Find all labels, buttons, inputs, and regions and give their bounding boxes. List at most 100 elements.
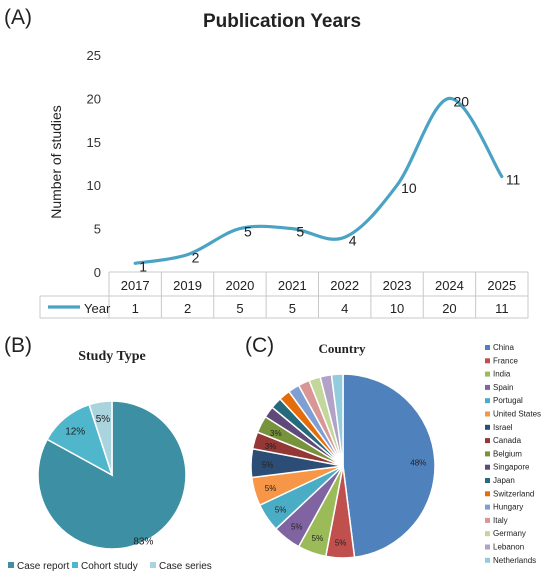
legend-swatch (485, 544, 490, 550)
legend-swatch (485, 531, 490, 537)
legend: Case report Cohort study Case series (8, 561, 212, 572)
slice-label: 5% (96, 414, 111, 425)
publication-years-chart: Publication Years Number of studies 0510… (39, 11, 529, 319)
x-tick-label: 2023 (383, 278, 412, 293)
data-table: 2017 1 2019 2 2020 5 2021 5 2022 4 2023 10 2024 20 202… (39, 271, 529, 319)
x-tick-label: 2020 (225, 278, 254, 293)
y-tick-label: 25 (87, 48, 101, 63)
legend-label: Israel (493, 423, 513, 432)
legend-swatch (72, 562, 78, 568)
legend-swatch (485, 451, 490, 457)
table-cell-value: 4 (341, 301, 348, 316)
table-cell-value: 11 (495, 301, 509, 316)
panel-label-c: (C) (245, 334, 275, 357)
slice-label: 3% (270, 429, 282, 438)
pie-slice-china (342, 373, 436, 559)
y-tick-label: 15 (87, 135, 101, 150)
slice-label: 5% (275, 505, 287, 514)
legend-label: Case series (159, 561, 212, 572)
legend-label: Case report (17, 561, 69, 572)
pie-slices (37, 400, 187, 550)
legend-swatch (485, 411, 490, 417)
data-label: 5 (296, 224, 304, 240)
chart-title: Study Type (78, 349, 146, 364)
y-tick-labels: 0 5 10 15 20 25 (87, 48, 101, 280)
legend-swatch (485, 384, 490, 390)
x-tick-label: 2025 (487, 278, 516, 293)
legend-label: Portugal (493, 396, 523, 405)
slice-label: 12% (65, 427, 85, 438)
chart-title: Country (319, 341, 366, 356)
data-label: 20 (453, 93, 469, 109)
table-cell-value: 1 (132, 301, 139, 316)
legend-label: Singapore (493, 463, 530, 472)
legend-label: Hungary (493, 503, 523, 512)
data-labels: 1 2 5 5 4 10 20 11 (139, 93, 520, 274)
legend-swatch (485, 424, 490, 430)
legend-swatch (485, 557, 490, 563)
slice-label: 5% (291, 523, 303, 532)
slice-labels: 83% 12% 5% (65, 414, 153, 548)
legend-label: United States (493, 410, 541, 419)
legend: China France India Spain Portugal United Stat… (485, 343, 541, 565)
slice-label: 5% (335, 538, 347, 547)
legend-swatch (150, 562, 156, 568)
legend-swatch (485, 504, 490, 510)
legend-label: Belgium (493, 449, 522, 458)
data-label: 10 (401, 180, 417, 196)
legend-swatch (485, 517, 490, 523)
y-axis-label: Number of studies (48, 105, 64, 219)
slice-label: 48% (410, 458, 426, 467)
x-tick-label: 2017 (121, 278, 150, 293)
legend-swatch (8, 562, 14, 568)
y-tick-label: 20 (87, 91, 101, 106)
legend-swatch (485, 345, 490, 350)
table-cell-value: 5 (236, 301, 243, 316)
legend-label: Switzerland (493, 489, 534, 498)
study-type-chart: Study Type 83% 12% 5% Case report Cohort st… (8, 349, 212, 572)
y-tick-label: 10 (87, 178, 101, 193)
data-label: 5 (244, 224, 252, 240)
legend-label: Italy (493, 516, 508, 525)
panel-label-b: (B) (4, 334, 32, 357)
legend-label: Canada (493, 436, 522, 445)
pie-slices (250, 373, 436, 559)
slice-labels: 48% 5% 5% 5% 5% 5% 5% 3% 3% (262, 429, 426, 548)
legend-swatch (485, 464, 490, 470)
x-tick-label: 2019 (173, 278, 202, 293)
chart-title: Publication Years (203, 11, 361, 32)
legend-label-year: Year (84, 301, 111, 316)
data-label: 2 (192, 250, 200, 266)
legend-label: Japan (493, 476, 515, 485)
x-tick-label: 2021 (278, 278, 307, 293)
slice-label: 5% (312, 534, 324, 543)
table-cell-value: 20 (442, 301, 456, 316)
legend-label: Netherlands (493, 556, 536, 565)
table-cell-value: 5 (289, 301, 296, 316)
legend-label: Cohort study (81, 561, 138, 572)
legend-label: Spain (493, 383, 513, 392)
legend-label: India (493, 370, 511, 379)
series-line-year (133, 96, 504, 265)
slice-label: 83% (133, 536, 153, 547)
panel-label-a: (A) (4, 6, 32, 29)
x-tick-label: 2024 (435, 278, 464, 293)
pie-slice-case-series (88, 400, 113, 476)
data-label: 1 (139, 258, 147, 274)
legend-swatch (485, 491, 490, 497)
legend-label: France (493, 356, 518, 365)
slice-label: 5% (265, 484, 277, 493)
data-label: 11 (506, 172, 521, 188)
slice-label: 5% (262, 461, 274, 470)
y-tick-label: 5 (94, 222, 101, 237)
legend-swatch (485, 371, 490, 377)
x-tick-label: 2022 (330, 278, 359, 293)
legend-swatch (485, 438, 490, 444)
table-cell-value: 2 (184, 301, 191, 316)
legend-label: Germany (493, 529, 526, 538)
y-tick-label: 0 (94, 265, 101, 280)
pie-slice-case-report (37, 400, 187, 550)
legend-label: China (493, 343, 514, 352)
slice-label: 3% (265, 442, 277, 451)
legend-swatch (485, 398, 490, 404)
